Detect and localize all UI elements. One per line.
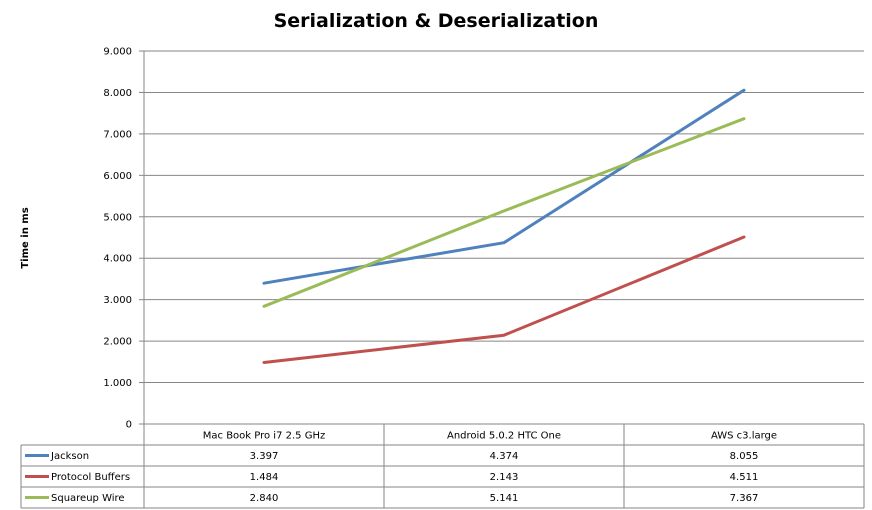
y-tick-label: 9.000	[103, 47, 132, 58]
legend-label: Squareup Wire	[51, 493, 125, 504]
y-tick-labels: 0 1.000 2.000 3.000 4.000 5.000 6.000 7.000 8.00…	[103, 47, 132, 431]
y-tick-label: 3.000	[103, 295, 132, 306]
data-value-label: 4.511	[730, 472, 759, 483]
data-value-label: 2.840	[250, 493, 279, 504]
data-value-label: 7.367	[730, 493, 759, 504]
y-tick-label: 1.000	[103, 378, 132, 389]
y-tick-label: 0	[126, 420, 132, 431]
data-value-label: 4.374	[490, 451, 519, 462]
x-category-label: Mac Book Pro i7 2.5 GHz	[203, 431, 325, 442]
data-value-label: 1.484	[250, 472, 279, 483]
y-tick-label: 2.000	[103, 337, 132, 348]
y-axis-label: Time in ms	[20, 207, 31, 268]
y-tick-label: 5.000	[103, 212, 132, 223]
gridlines	[139, 50, 864, 425]
series-lines	[262, 88, 746, 364]
y-tick-label: 8.000	[103, 88, 132, 99]
data-value-label: 5.141	[490, 493, 519, 504]
data-value-label: 2.143	[490, 472, 519, 483]
series-line	[262, 235, 746, 364]
data-value-label: 8.055	[730, 451, 759, 462]
series-line	[262, 117, 746, 308]
legend-label: Jackson	[50, 451, 89, 462]
data-value-label: 3.397	[250, 451, 279, 462]
y-tick-label: 7.000	[103, 129, 132, 140]
chart-title: Serialization & Deserialization	[274, 10, 599, 32]
data-table: Mac Book Pro i7 2.5 GHz Android 5.0.2 HTC…	[20, 423, 865, 509]
series-line	[262, 88, 746, 285]
y-tick-label: 6.000	[103, 171, 132, 182]
legend-label: Protocol Buffers	[51, 472, 130, 483]
x-category-label: AWS c3.large	[711, 431, 777, 442]
x-category-label: Android 5.0.2 HTC One	[447, 431, 561, 442]
y-tick-label: 4.000	[103, 254, 132, 265]
